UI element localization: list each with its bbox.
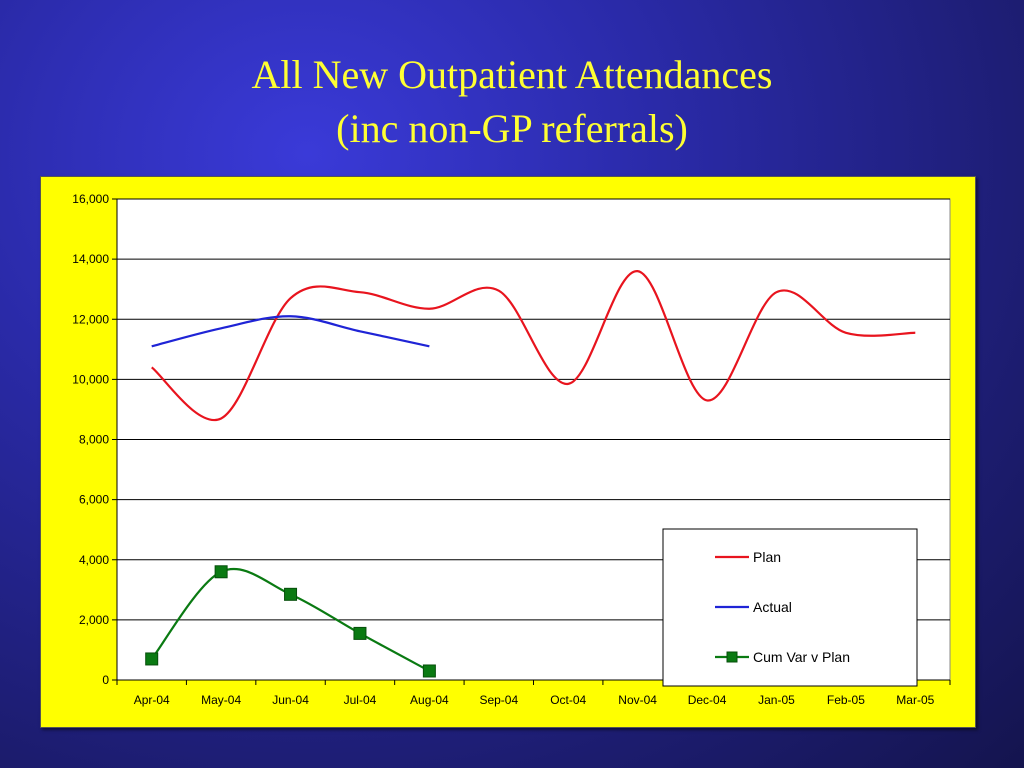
slide-title-line-1: All New Outpatient Attendances (251, 52, 773, 97)
slide-title-line-2: (inc non-GP referrals) (336, 106, 688, 151)
x-tick-label: May-04 (201, 693, 241, 707)
y-tick-label: 14,000 (72, 252, 109, 266)
data-point-cum-var-v-plan (284, 587, 298, 601)
data-point-cum-var-v-plan (214, 565, 228, 579)
legend-label-cum-var-v-plan: Cum Var v Plan (753, 649, 850, 665)
legend-marker-cum-var-v-plan (726, 651, 738, 663)
x-tick-label: Jul-04 (344, 693, 377, 707)
chart-frame: 0 2,000 4,000 6,000 8,000 10,000 12,000 14,000 1… (40, 176, 976, 728)
data-point-cum-var-v-plan (145, 652, 159, 666)
x-tick-label: Dec-04 (688, 693, 727, 707)
x-tick-label: Jun-04 (272, 693, 309, 707)
slide-title: All New Outpatient Attendances (inc non-… (0, 48, 1024, 156)
y-tick-label: 6,000 (79, 493, 109, 507)
data-point-cum-var-v-plan (353, 626, 367, 640)
x-tick-label: Apr-04 (134, 693, 170, 707)
x-tick-label: Jan-05 (758, 693, 795, 707)
y-tick-label: 2,000 (79, 613, 109, 627)
y-tick-label: 8,000 (79, 433, 109, 447)
x-tick-label: Aug-04 (410, 693, 449, 707)
y-tick-label: 0 (102, 673, 109, 687)
legend-label-actual: Actual (753, 599, 792, 615)
x-tick-label: Oct-04 (550, 693, 586, 707)
x-tick-label: Mar-05 (896, 693, 934, 707)
y-tick-label: 16,000 (72, 192, 109, 206)
x-tick-label: Sep-04 (479, 693, 518, 707)
y-tick-label: 12,000 (72, 312, 109, 326)
x-tick-label: Nov-04 (618, 693, 657, 707)
y-tick-label: 10,000 (72, 372, 109, 386)
line-chart: 0 2,000 4,000 6,000 8,000 10,000 12,000 14,000 1… (72, 192, 951, 707)
legend (662, 528, 918, 687)
series-line-actual (151, 315, 430, 348)
data-point-cum-var-v-plan (422, 664, 436, 678)
x-tick-label: Feb-05 (827, 693, 865, 707)
legend-label-plan: Plan (753, 549, 781, 565)
y-tick-label: 4,000 (79, 553, 109, 567)
